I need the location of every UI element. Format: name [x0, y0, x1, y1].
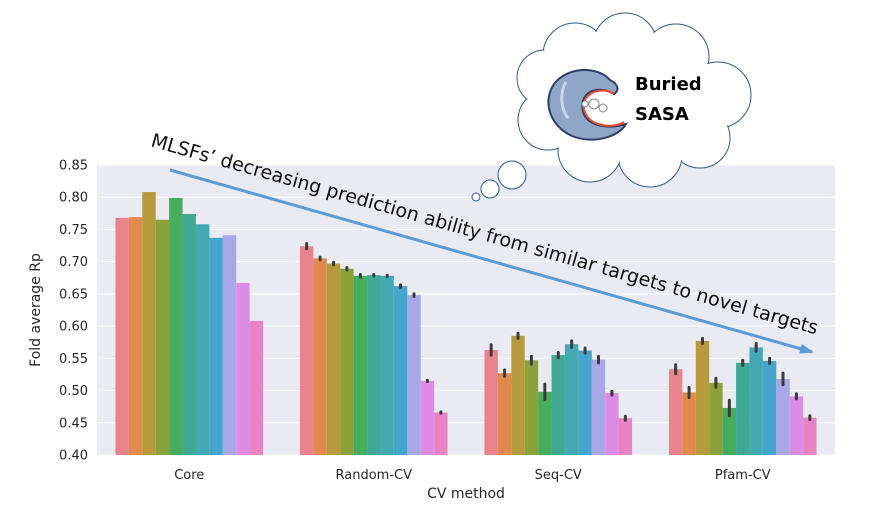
bar — [142, 192, 156, 456]
bar — [407, 295, 421, 455]
cloud-label-line2: SASA — [635, 104, 689, 125]
bar — [299, 246, 314, 455]
bar — [578, 350, 592, 455]
bar — [326, 263, 341, 455]
bar — [380, 275, 394, 455]
bar — [195, 224, 210, 455]
y-tick-label: 0.45 — [59, 416, 88, 431]
x-tick-labels: Core Random-CV Seq-CV Pfam-CV — [174, 468, 771, 483]
bar — [367, 275, 381, 455]
bar — [538, 391, 552, 455]
bar — [420, 380, 435, 455]
bar — [434, 412, 448, 455]
bar — [393, 286, 408, 455]
bar — [236, 282, 250, 455]
y-tick-label: 0.40 — [59, 449, 88, 464]
bar — [313, 258, 327, 455]
x-axis-title: CV method — [427, 486, 505, 502]
y-tick-label: 0.55 — [59, 352, 88, 367]
bar — [618, 418, 633, 455]
y-tick-label: 0.60 — [59, 320, 88, 335]
bar — [484, 349, 498, 455]
bar — [605, 393, 619, 455]
bar — [803, 417, 817, 455]
bar — [564, 344, 579, 455]
bar — [722, 407, 737, 455]
y-tick-label: 0.80 — [59, 191, 88, 206]
x-tick-label: Pfam-CV — [715, 468, 771, 483]
bar — [776, 378, 790, 455]
bar — [524, 360, 539, 455]
protein-pocket-icon — [547, 68, 629, 141]
bar — [340, 268, 354, 455]
bar — [511, 335, 525, 455]
bar — [709, 382, 723, 455]
bar — [695, 340, 710, 455]
bar — [682, 392, 696, 455]
y-tick-label: 0.70 — [59, 255, 88, 270]
y-axis-title: Fold average Rp — [28, 253, 44, 367]
bar — [249, 320, 264, 455]
bar — [668, 369, 683, 455]
bar — [551, 355, 565, 455]
bar — [749, 347, 763, 455]
thought-cloud: Buried SASA — [471, 12, 752, 202]
bar — [762, 360, 777, 455]
bar — [353, 275, 368, 455]
y-tick-label: 0.50 — [59, 384, 88, 399]
error-bars — [305, 242, 812, 422]
y-tick-labels: 0.40 0.45 0.50 0.55 0.60 0.65 0.70 0.75 0.80 0.85 — [59, 159, 88, 464]
bar — [169, 197, 183, 455]
bars — [115, 192, 817, 456]
bar — [736, 362, 750, 455]
bar — [155, 219, 170, 455]
bar — [115, 217, 129, 455]
cloud-label-line1: Buried — [635, 74, 702, 95]
y-tick-label: 0.85 — [59, 159, 88, 174]
bar — [789, 396, 804, 455]
y-tick-label: 0.75 — [59, 223, 88, 238]
y-tick-label: 0.65 — [59, 287, 88, 302]
bar — [497, 373, 512, 455]
bar — [591, 359, 606, 455]
bar — [182, 213, 196, 455]
bar — [128, 217, 143, 455]
trend-arrow — [169, 168, 814, 354]
x-tick-label: Core — [174, 468, 204, 483]
bar — [209, 237, 223, 455]
bar — [222, 235, 237, 455]
x-tick-label: Random-CV — [336, 468, 413, 483]
x-tick-label: Seq-CV — [535, 468, 582, 483]
